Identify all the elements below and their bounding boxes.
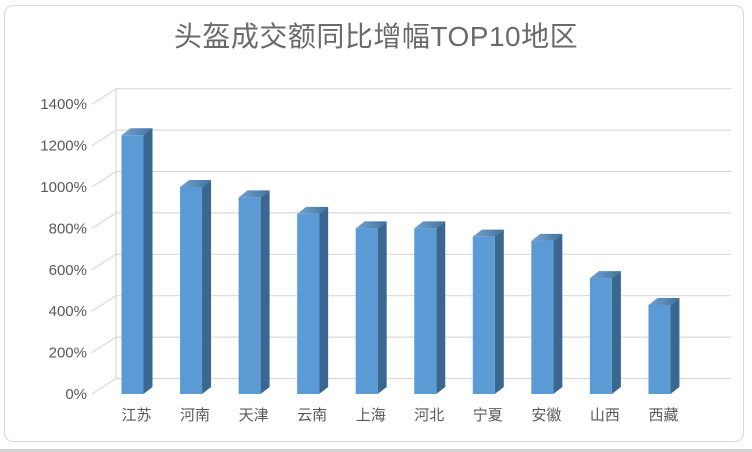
bar-1 <box>121 135 144 394</box>
bar-7 <box>472 236 495 394</box>
y-tick-label: 1200% <box>40 138 87 155</box>
bar-top-face <box>238 190 270 198</box>
x-axis-label: 江苏 <box>121 407 151 424</box>
y-tick-label: 800% <box>49 220 87 237</box>
bar-6 <box>414 228 437 394</box>
x-axis-label: 宁夏 <box>473 407 503 424</box>
bar-top-face <box>472 229 504 237</box>
bar-side-face <box>436 221 446 394</box>
bar-10 <box>648 304 671 394</box>
x-axis-label: 天津 <box>239 407 269 424</box>
x-axis-label: 河南 <box>180 407 210 424</box>
y-tick-label: 0% <box>65 386 87 403</box>
bar-top-face <box>121 128 153 136</box>
bar-5 <box>355 228 378 394</box>
bar-top-face <box>531 233 563 241</box>
bar-8 <box>531 240 554 394</box>
y-tick-label: 600% <box>49 262 87 279</box>
bar-top-face <box>589 271 621 279</box>
x-axis-label: 上海 <box>356 407 386 424</box>
bar-side-face <box>553 233 563 394</box>
x-axis-label: 安徽 <box>531 407 561 424</box>
window-bottom-edge <box>0 449 752 452</box>
bar-side-face <box>319 206 329 394</box>
bar-4 <box>297 213 320 394</box>
x-axis-label: 西藏 <box>648 407 678 424</box>
bar-side-face <box>494 229 504 394</box>
bar-top-face <box>648 297 680 305</box>
y-tick-label: 400% <box>49 303 87 320</box>
bar-side-face <box>377 221 387 394</box>
bar-top-face <box>180 180 212 187</box>
y-tick-label: 1000% <box>40 179 87 196</box>
gridline <box>91 129 731 147</box>
bar-2 <box>180 187 203 394</box>
x-axis-label: 云南 <box>297 407 327 424</box>
bar-side-face <box>260 190 270 394</box>
bar-top-face <box>297 206 329 214</box>
bar-9 <box>589 278 612 394</box>
bar-side-face <box>670 297 680 394</box>
x-axis-label: 河北 <box>414 407 444 424</box>
x-axis-label: 山西 <box>590 407 620 424</box>
bar-side-face <box>202 180 212 394</box>
bar-top-face <box>414 221 446 229</box>
y-tick-label: 1400% <box>40 96 87 113</box>
bar-3 <box>238 197 261 394</box>
gridline <box>91 88 731 105</box>
bar-top-face <box>355 221 387 229</box>
bar-side-face <box>611 271 621 394</box>
bar-side-face <box>143 128 153 394</box>
y-tick-label: 200% <box>49 345 87 362</box>
chart-title: 头盔成交额同比增幅TOP10地区 <box>173 21 579 52</box>
